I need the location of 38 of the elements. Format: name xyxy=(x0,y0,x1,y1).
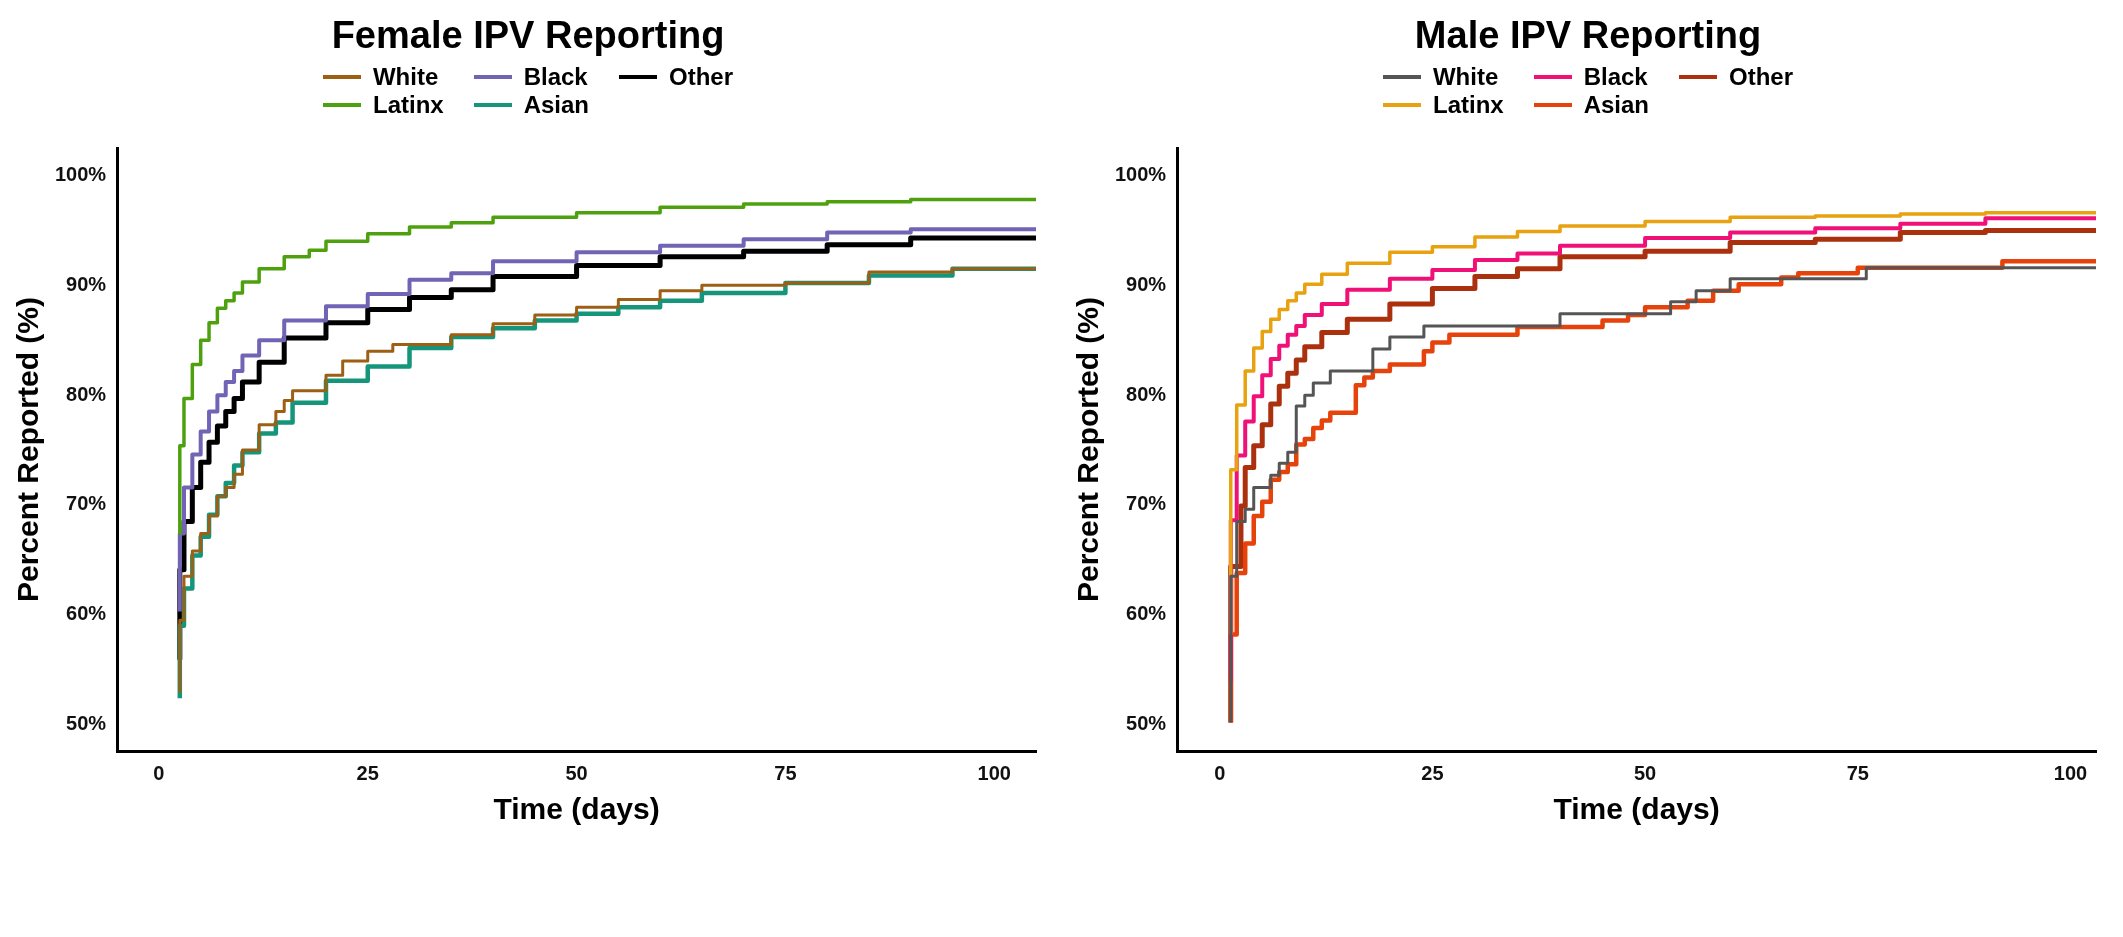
legend-label: Latinx xyxy=(1432,91,1504,119)
x-tick-label: 75 xyxy=(774,761,797,784)
y-axis-title: Percent Reported (%) xyxy=(1071,296,1105,603)
y-axis-title: Percent Reported (%) xyxy=(11,296,45,603)
x-tick-label: 50 xyxy=(565,761,588,784)
y-tick-label: 70% xyxy=(66,492,107,515)
y-tick-label: 100% xyxy=(1115,162,1167,185)
x-tick-label: 100 xyxy=(2053,761,2088,784)
legend-label: Other xyxy=(669,63,734,91)
x-tick-label: 100 xyxy=(977,761,1011,784)
y-tick-label: 50% xyxy=(1126,712,1167,735)
x-tick-label: 0 xyxy=(1214,761,1226,784)
x-tick-label: 50 xyxy=(1633,761,1657,784)
y-tick-label: 60% xyxy=(1126,602,1167,625)
x-tick-label: 25 xyxy=(356,761,379,784)
y-tick-label: 50% xyxy=(66,712,107,735)
chart-title: Male IPV Reporting xyxy=(1413,14,1763,57)
y-tick-label: 80% xyxy=(1126,382,1167,405)
y-tick-label: 90% xyxy=(66,272,107,295)
x-tick-label: 0 xyxy=(153,761,165,784)
legend-label: Asian xyxy=(523,91,590,119)
y-tick-label: 90% xyxy=(1126,272,1167,295)
legend-label: White xyxy=(1432,63,1499,91)
y-tick-label: 60% xyxy=(66,602,107,625)
x-tick-label: 25 xyxy=(1421,761,1444,784)
legend-label: Latinx xyxy=(372,91,444,119)
x-axis-title: Time (days) xyxy=(493,792,660,826)
legend-label: Black xyxy=(1583,63,1648,91)
x-tick-label: 75 xyxy=(1846,761,1869,784)
legend-label: White xyxy=(372,63,439,91)
y-tick-label: 70% xyxy=(1126,492,1167,515)
legend-label: Black xyxy=(523,63,588,91)
chart-title: Female IPV Reporting xyxy=(330,14,726,57)
y-tick-label: 100% xyxy=(55,162,107,185)
x-axis-title: Time (days) xyxy=(1553,792,1720,826)
legend-label: Asian xyxy=(1583,91,1650,119)
y-tick-label: 80% xyxy=(66,382,107,405)
legend-label: Other xyxy=(1729,63,1794,91)
